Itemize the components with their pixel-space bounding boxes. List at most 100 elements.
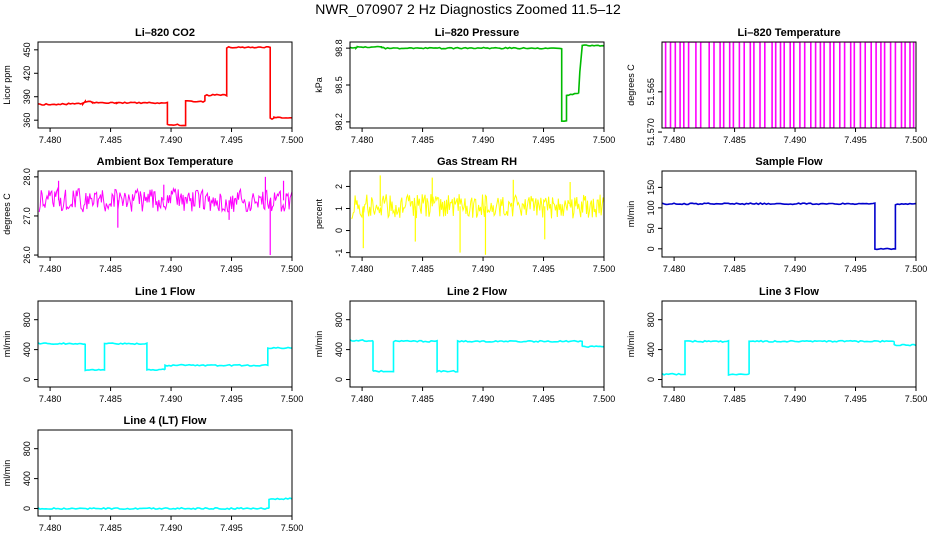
x-tick-label: 7.485 [411, 394, 434, 404]
panel-2: Li–820 Pressure kPa 7.480 7.485 7.490 7.495 7.… [314, 27, 615, 145]
panel-title: Li–820 CO2 [135, 27, 195, 39]
y-axis-label: ml/min [314, 331, 324, 358]
x-tick-label: 7.495 [844, 264, 867, 274]
plot-frame [349, 300, 605, 388]
series-line [38, 186, 292, 213]
series-line [662, 339, 916, 377]
series-line [350, 339, 604, 374]
x-tick-label: 7.500 [593, 264, 616, 274]
y-tick-label: 27.0 [22, 207, 32, 225]
series-line [38, 497, 292, 511]
panel-title: Sample Flow [755, 156, 823, 168]
panel-7: Line 1 Flow ml/min 7.480 7.485 7.490 7.495 7.5… [2, 286, 303, 404]
x-tick-label: 7.485 [411, 264, 434, 274]
x-tick-label: 7.495 [532, 264, 555, 274]
series-line [662, 202, 916, 251]
x-tick-label: 7.485 [99, 135, 122, 145]
x-tick-label: 7.495 [532, 394, 555, 404]
y-axis-label: ml/min [626, 331, 636, 358]
x-tick-label: 7.500 [593, 394, 616, 404]
panel-title: Gas Stream RH [437, 156, 517, 168]
panel-5: Gas Stream RH percent 7.480 7.485 7.490 7.495… [314, 156, 615, 274]
y-tick-label: 0 [646, 246, 656, 251]
panel-4: Ambient Box Temperature degrees C 7.480 7.4… [2, 156, 303, 274]
x-tick-label: 7.490 [784, 264, 807, 274]
x-tick-label: 7.490 [160, 523, 183, 533]
series-line [38, 342, 292, 372]
series-line [351, 193, 604, 220]
y-tick-label: 800 [22, 312, 32, 327]
x-tick-label: 7.500 [281, 523, 304, 533]
panel-title: Li–820 Temperature [737, 27, 840, 39]
y-axis-label: ml/min [2, 331, 12, 358]
x-tick-label: 7.490 [472, 135, 495, 145]
y-tick-label: 400 [22, 471, 32, 486]
y-tick-label: 400 [22, 342, 32, 357]
x-tick-label: 7.490 [472, 264, 495, 274]
x-tick-label: 7.495 [220, 523, 243, 533]
x-tick-label: 7.495 [220, 394, 243, 404]
series-line [350, 44, 604, 123]
x-tick-label: 7.500 [905, 394, 928, 404]
y-tick-label: 26.0 [22, 246, 32, 264]
plot-frame [661, 300, 917, 388]
plot-frame [37, 41, 293, 129]
y-tick-label: 450 [22, 42, 32, 57]
panel-title: Ambient Box Temperature [97, 156, 234, 168]
x-tick-label: 7.500 [281, 394, 304, 404]
y-axis-label: kPa [314, 77, 324, 93]
y-tick-label: 0 [334, 377, 344, 382]
y-tick-label: 0 [22, 377, 32, 382]
y-tick-label: 400 [646, 342, 656, 357]
x-tick-label: 7.495 [220, 135, 243, 145]
x-tick-label: 7.480 [39, 135, 62, 145]
y-axis-label: percent [314, 198, 324, 229]
plot-frame [37, 300, 293, 388]
x-tick-label: 7.480 [351, 135, 374, 145]
y-tick-label: 1 [334, 206, 344, 211]
y-tick-label: 0 [22, 506, 32, 511]
y-tick-label: -1 [334, 249, 344, 257]
x-tick-label: 7.485 [99, 394, 122, 404]
y-tick-label: 390 [22, 89, 32, 104]
x-tick-label: 7.495 [844, 135, 867, 145]
panel-8: Line 2 Flow ml/min 7.480 7.485 7.490 7.495 7.5… [314, 286, 615, 404]
y-tick-label: 400 [334, 342, 344, 357]
x-tick-label: 7.490 [160, 264, 183, 274]
x-tick-label: 7.480 [39, 264, 62, 274]
x-tick-label: 7.485 [723, 135, 746, 145]
y-axis-label: ml/min [626, 201, 636, 228]
y-tick-label: 51.570 [646, 118, 656, 146]
y-tick-label: 51.565 [646, 78, 656, 106]
y-tick-label: 0 [646, 377, 656, 382]
panel-1: Li–820 CO2 Licor ppm 7.480 7.485 7.490 7.495 7… [2, 27, 303, 145]
x-tick-label: 7.500 [281, 135, 304, 145]
y-tick-label: 50 [646, 223, 656, 233]
x-tick-label: 7.485 [99, 523, 122, 533]
x-tick-label: 7.485 [411, 135, 434, 145]
x-tick-label: 7.480 [351, 394, 374, 404]
x-tick-label: 7.500 [593, 135, 616, 145]
y-axis-label: ml/min [2, 460, 12, 487]
x-tick-label: 7.490 [160, 135, 183, 145]
panel-9: Line 3 Flow ml/min 7.480 7.485 7.490 7.495 7.5… [626, 286, 927, 404]
plot-frame [349, 170, 605, 258]
y-tick-label: 360 [22, 113, 32, 128]
y-axis-label: degrees C [2, 193, 12, 235]
plot-frame [661, 170, 917, 258]
x-tick-label: 7.480 [39, 394, 62, 404]
x-tick-label: 7.485 [723, 264, 746, 274]
x-tick-label: 7.480 [39, 523, 62, 533]
x-tick-label: 7.490 [784, 394, 807, 404]
y-tick-label: 28.0 [22, 168, 32, 186]
series-line [38, 45, 292, 127]
y-tick-label: 0 [334, 228, 344, 233]
x-tick-label: 7.480 [351, 264, 374, 274]
panel-3: Li–820 Temperature degrees C 7.480 7.485 7.4… [626, 27, 927, 146]
x-tick-label: 7.500 [905, 135, 928, 145]
y-tick-label: 98.2 [334, 113, 344, 131]
panel-title: Line 4 (LT) Flow [124, 415, 207, 427]
panel-title: Line 3 Flow [759, 286, 819, 298]
y-tick-label: 100 [646, 200, 656, 215]
